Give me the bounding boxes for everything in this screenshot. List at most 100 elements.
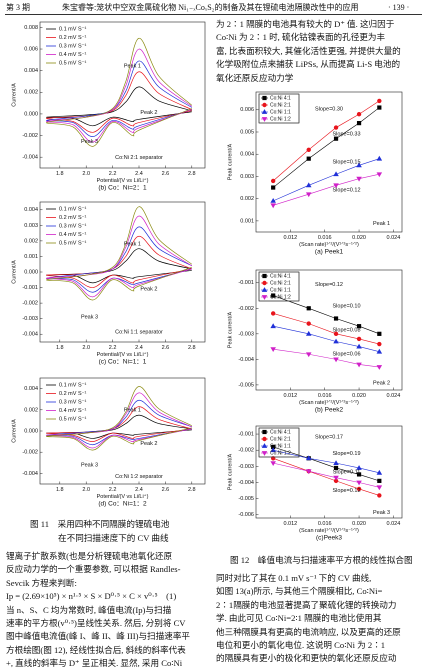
- x-tick-label: 0.024: [387, 393, 401, 399]
- legend-label: Co:Ni 4:1: [270, 95, 291, 101]
- y-tick-label: 0.000: [24, 111, 38, 117]
- x-tick-label: 2.8: [188, 345, 196, 351]
- fit-line: [273, 348, 380, 368]
- x-axis-title: (Scan rate)¹ᐟ²/(V¹ᐟ²s⁻¹ᐟ²): [299, 241, 359, 248]
- legend-marker: [262, 429, 267, 435]
- paragraph-line: 反应动力学的一个重要参数, 可以根据 Randles-: [6, 564, 181, 575]
- figure-caption: 在不同扫描速度下的 CV 曲线: [58, 533, 169, 543]
- annotation: Co:Ni 2:1 separator: [115, 155, 163, 161]
- legend-box: [258, 427, 300, 458]
- annotation: Slope=0.33: [333, 131, 361, 137]
- data-point: [333, 171, 339, 177]
- fit-line: [273, 457, 380, 496]
- paragraph-line: 如图 13(a)所示, 与其他三个隔膜相比, Co∶Ni=: [216, 586, 383, 597]
- paragraph-line: 同时对比了其在 0.1 mV s⁻¹ 下的 CV 曲线,: [216, 573, 372, 583]
- cv-curve: [46, 86, 192, 127]
- data-point: [333, 460, 339, 466]
- annotation: Peak 3: [373, 510, 390, 516]
- data-point: [356, 336, 362, 342]
- data-point: [376, 155, 383, 161]
- y-tick-label: -0.002: [238, 306, 254, 312]
- annotation: Peak 2: [373, 380, 390, 386]
- legend-label: 0.4 mV S⁻¹: [59, 232, 87, 238]
- x-tick-label: 2.0: [82, 171, 90, 177]
- data-point: [377, 98, 382, 104]
- data-point: [305, 330, 312, 336]
- annotation: Co:Ni 1:1 separator: [115, 330, 163, 336]
- y-axis-title: Current/A: [11, 83, 17, 107]
- legend-label: Co:Ni 1:2: [270, 294, 291, 300]
- annotation: Peak 2: [140, 286, 157, 292]
- fit-line: [273, 295, 380, 335]
- data-point: [356, 362, 362, 368]
- cv-curve: [46, 392, 192, 449]
- paragraph-line: 当 n、S、C 均为常数时, 峰值电流(Ip)与扫描: [6, 604, 172, 615]
- data-point: [356, 112, 362, 117]
- legend-marker: [261, 295, 268, 300]
- legend-label: Co:Ni 1:1: [270, 287, 291, 293]
- data-point: [306, 306, 311, 311]
- x-tick-label: 0.024: [387, 521, 401, 527]
- data-point: [270, 447, 276, 453]
- y-axis-title: Peak current/A: [227, 311, 233, 348]
- data-point: [305, 182, 312, 188]
- legend-label: 0.3 mV S⁻¹: [59, 43, 87, 49]
- annotation: Slope=0.19: [333, 451, 361, 457]
- cv-curve: [46, 37, 193, 147]
- page-number: · 139 ·: [388, 3, 410, 12]
- legend-marker: [262, 273, 267, 279]
- y-tick-label: -0.003: [22, 316, 38, 322]
- annotation: Slope=0.12: [315, 282, 343, 288]
- cv-curve: [46, 386, 192, 451]
- annotation: Slope=0.12: [333, 488, 361, 494]
- annotation: Slope=0.06: [333, 351, 361, 357]
- cv-curve: [46, 206, 193, 301]
- paragraph-line: Co∶Ni 为 2∶1 时, 硫化钴镍表面的孔径更为丰: [216, 32, 386, 43]
- data-point: [356, 465, 362, 470]
- data-point: [333, 331, 339, 337]
- y-tick-label: -0.003: [238, 331, 254, 337]
- data-point: [376, 485, 383, 491]
- y-tick-label: 0.004: [24, 386, 38, 392]
- legend-marker: [261, 443, 268, 448]
- y-tick-label: 0.000: [24, 428, 38, 434]
- annotation: Slope=0.10: [333, 303, 361, 309]
- y-tick-label: -0.001: [238, 432, 254, 438]
- data-point: [306, 321, 311, 326]
- cv-curve: [46, 215, 192, 298]
- annotation: Peak 2: [140, 110, 157, 116]
- y-tick-label: -0.001: [22, 285, 38, 291]
- x-tick-label: 0.012: [283, 393, 297, 399]
- data-point: [333, 357, 339, 363]
- paragraph-line: 富, 比表面积较大, 其催化活性更强, 并提供大量的: [216, 45, 401, 56]
- legend-label: 0.5 mV S⁻¹: [59, 416, 87, 422]
- y-tick-label: 0.004: [24, 68, 38, 74]
- paragraph-line: 图中峰值电流值(峰 I、峰 II、峰 III)与扫描速率平: [6, 631, 191, 642]
- legend-label: 0.3 mV S⁻¹: [59, 399, 87, 405]
- chart-caption: (d) Co：Ni=1：2: [98, 501, 147, 508]
- y-tick-label: -0.003: [238, 464, 254, 470]
- chart-caption: (a) Peek1: [315, 249, 344, 256]
- chart-caption: (c)Peek3: [316, 535, 342, 542]
- y-tick-label: 0.003: [240, 174, 254, 180]
- y-tick-label: 0.006: [240, 107, 254, 113]
- y-tick-label: -0.004: [238, 357, 254, 363]
- y-tick-label: 0.001: [24, 254, 38, 260]
- y-tick-label: 0.001: [240, 218, 254, 224]
- annotation: Slope=0.12: [333, 187, 361, 193]
- annotation: Slope=0.15: [333, 159, 361, 165]
- x-axis-title: Potential/(V vs Li/Li⁺): [97, 493, 149, 500]
- data-point: [356, 324, 362, 329]
- x-tick-label: 2.2: [109, 171, 117, 177]
- data-point: [333, 475, 339, 481]
- paragraph-line: +, 直线的斜率与 D⁺ 呈正相关. 显然, 采用 Co∶Ni: [6, 658, 183, 668]
- x-tick-label: 2.2: [109, 345, 117, 351]
- data-point: [270, 197, 276, 203]
- running-title: 朱宝睿等:笼状中空双金属硫化物 Ni₁₋ₓCoₓS₂的制备及其在锂硫电池隔膜改性…: [62, 3, 359, 12]
- plot-frame: [255, 91, 403, 233]
- data-point: [333, 136, 339, 141]
- x-tick-label: 0.020: [352, 235, 366, 241]
- paragraph-line: 他三种隔膜具有更高的电流响应, 以及更高的还原: [216, 626, 401, 637]
- data-point: [377, 493, 382, 498]
